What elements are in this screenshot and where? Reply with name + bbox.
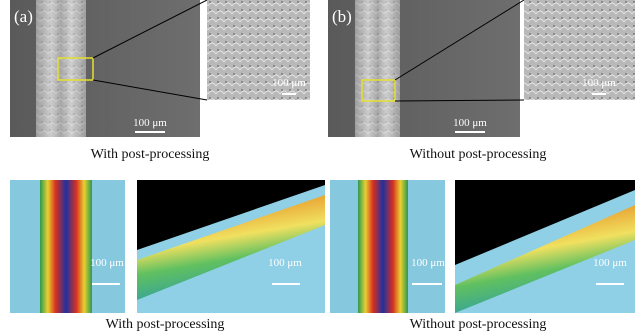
scale-label: 100 μm (268, 257, 302, 269)
scale-label: 100 μm (453, 117, 487, 129)
panel-label: (b) (332, 7, 352, 26)
figure: (a) 100 μm 100 μm With post-processing (… (0, 0, 638, 333)
caption: Without post-processing (410, 147, 547, 162)
track-texture (355, 0, 400, 137)
track-texture (36, 0, 86, 137)
scale-label: 100 μm (593, 257, 627, 269)
track-heat (40, 180, 92, 313)
scale-label: 100 μm (90, 257, 124, 269)
caption: With post-processing (106, 317, 225, 332)
track-heat (358, 180, 408, 313)
scale-label: 100 μm (133, 117, 167, 129)
scale-label: 100 μm (582, 77, 616, 89)
panel-label: (a) (14, 7, 33, 26)
zoom-image (524, 0, 635, 100)
caption: Without post-processing (410, 317, 547, 332)
scale-label: 100 μm (411, 257, 445, 269)
caption: With post-processing (91, 147, 210, 162)
scale-label: 100 μm (272, 77, 306, 89)
